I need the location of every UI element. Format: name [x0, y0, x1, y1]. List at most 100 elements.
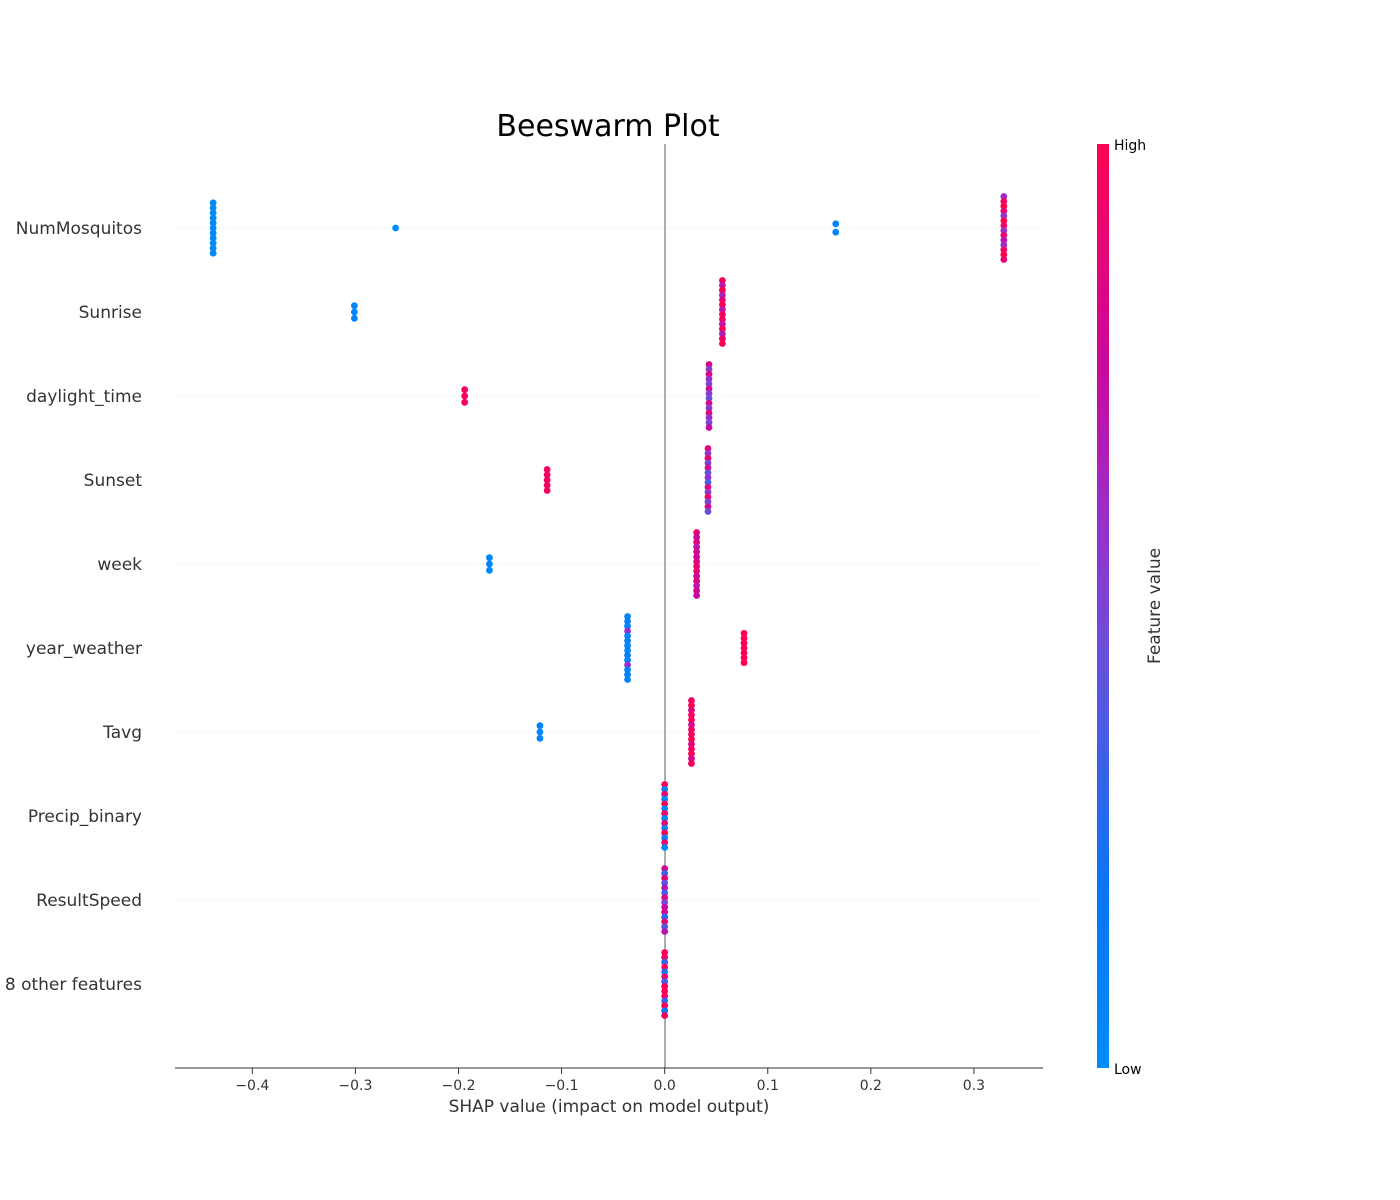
data-point [392, 224, 400, 232]
data-point [740, 639, 748, 647]
data-point [832, 220, 840, 228]
data-point [624, 637, 631, 645]
data-point [661, 805, 669, 813]
data-point [624, 632, 631, 640]
data-point [693, 529, 701, 536]
x-axis-ticks: −0.4 −0.3 −0.2 −0.1 0.0 0.1 0.2 0.3 [235, 1068, 985, 1094]
data-point [704, 454, 712, 462]
x-tick-label: −0.4 [235, 1078, 269, 1094]
data-point [705, 361, 713, 368]
data-point [718, 325, 726, 333]
data-point [704, 503, 712, 511]
data-point [1000, 256, 1008, 263]
data-point [705, 390, 713, 397]
data-point [740, 629, 748, 637]
data-point [704, 474, 712, 481]
data-point [461, 386, 469, 394]
data-point [661, 949, 669, 956]
data-point [1000, 217, 1008, 225]
data-point [693, 533, 701, 541]
data-point [209, 219, 217, 227]
data-point [661, 987, 669, 995]
data-point [661, 992, 669, 1000]
data-point [661, 785, 669, 793]
data-point [704, 508, 712, 515]
data-point [704, 445, 712, 452]
data-point [624, 642, 631, 649]
data-point [688, 711, 695, 719]
data-point [624, 617, 631, 625]
feature-label: Tavg [102, 723, 142, 743]
data-point [688, 721, 695, 729]
data-point [624, 656, 631, 664]
data-points [209, 193, 1008, 1019]
data-point [1000, 212, 1008, 220]
feature-label: year_weather [26, 639, 142, 659]
data-point [661, 824, 669, 832]
data-point [704, 459, 712, 467]
feature-label: daylight_time [26, 387, 142, 407]
colorbar-title: Feature value [1145, 548, 1165, 664]
data-point [536, 722, 544, 730]
data-point [740, 649, 748, 657]
data-point [1000, 193, 1008, 200]
data-point [704, 498, 712, 506]
data-point [705, 409, 713, 417]
x-tick-label: 0.3 [963, 1078, 985, 1094]
data-point [688, 745, 695, 753]
data-point [209, 244, 217, 252]
data-point [661, 908, 669, 916]
data-point [661, 1012, 669, 1019]
data-point [461, 398, 469, 406]
data-point [688, 750, 695, 758]
data-point [661, 790, 669, 798]
x-tick-label: 0.1 [757, 1078, 779, 1094]
data-point [693, 563, 701, 570]
data-point [1000, 246, 1008, 254]
data-point [661, 963, 669, 971]
data-point [661, 1007, 669, 1015]
data-point [209, 209, 217, 217]
colorbar [1097, 144, 1109, 1068]
data-point [661, 869, 669, 877]
data-point [688, 735, 695, 743]
data-point [693, 572, 701, 580]
data-point [209, 224, 217, 232]
data-point [486, 566, 493, 574]
data-point [661, 810, 669, 817]
data-point [543, 481, 551, 489]
data-point [1000, 227, 1008, 234]
data-point [688, 755, 695, 763]
data-point [350, 314, 358, 322]
data-point [704, 479, 712, 486]
data-point [718, 281, 726, 289]
x-tick-label: 0.0 [654, 1078, 676, 1094]
data-point [718, 286, 726, 294]
data-point [688, 726, 695, 733]
data-point [704, 488, 712, 496]
data-point [624, 647, 631, 654]
data-point [693, 543, 701, 551]
data-point [350, 302, 358, 310]
data-point [1000, 202, 1008, 210]
data-point [718, 301, 726, 309]
data-point [661, 997, 669, 1005]
data-point [624, 676, 631, 683]
data-point [486, 554, 493, 562]
data-point [661, 795, 669, 803]
data-point [718, 315, 726, 323]
data-point [461, 392, 469, 400]
data-point [661, 983, 669, 990]
data-point [661, 899, 669, 906]
data-point [661, 928, 669, 935]
data-point [705, 370, 713, 378]
data-point [536, 728, 544, 736]
data-point [693, 577, 701, 585]
data-point [661, 800, 669, 808]
data-point [705, 399, 713, 407]
data-point [661, 844, 669, 851]
data-point [693, 538, 701, 546]
data-point [209, 229, 217, 237]
data-point [661, 865, 669, 872]
